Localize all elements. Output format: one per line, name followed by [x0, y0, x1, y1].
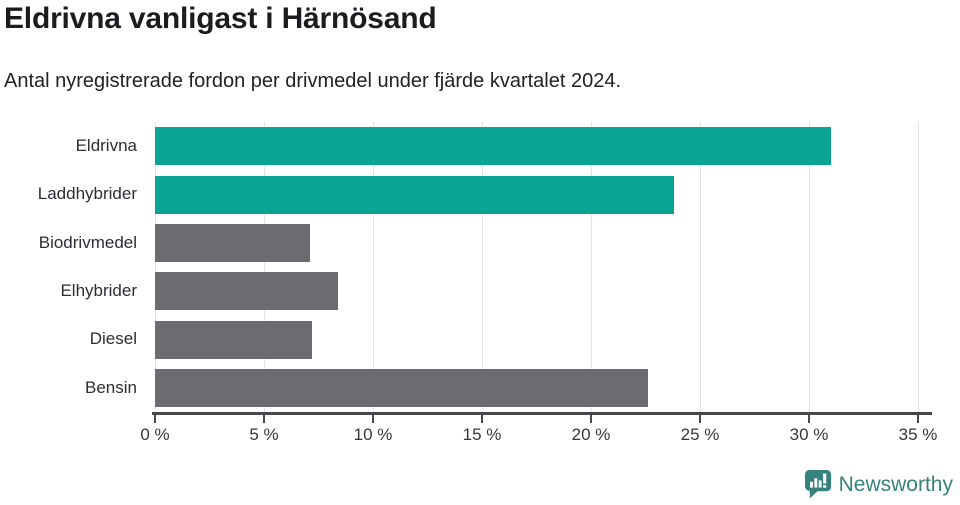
- chart-subtitle: Antal nyregistrerade fordon per drivmede…: [4, 70, 622, 92]
- x-axis-tick-label: 25 %: [680, 425, 720, 444]
- x-axis-tick: [699, 415, 701, 423]
- chart-title: Eldrivna vanligast i Härnösand: [4, 2, 437, 35]
- x-axis-tick: [263, 415, 265, 423]
- gridline-0%: [154, 122, 156, 412]
- gridline-10%: [372, 122, 374, 412]
- category-label-laddhybrider: Laddhybrider: [37, 184, 137, 204]
- category-label-bensin: Bensin: [85, 377, 137, 397]
- category-label-biodrivmedel: Biodrivmedel: [38, 232, 137, 252]
- gridline-30%: [808, 122, 810, 412]
- bar-laddhybrider: [155, 175, 674, 214]
- gridline-35%: [917, 122, 919, 412]
- bar-bensin: [155, 368, 648, 407]
- x-axis-tick: [590, 415, 592, 423]
- bar-chart-plot-area: 0 % 5 % 10 % 15 % 20 % 25 % 30 % 35 % Eldrivna La…: [38, 122, 937, 444]
- x-axis-tick-label: 35 %: [898, 425, 938, 444]
- x-axis-tick-label: 5 %: [249, 425, 279, 444]
- newsworthy-logo-icon: [804, 470, 832, 499]
- x-axis-tick-label: 30 %: [789, 425, 829, 444]
- x-axis-tick-label: 10 %: [353, 425, 393, 444]
- gridline-20%: [590, 122, 592, 412]
- x-axis-tick: [808, 415, 810, 423]
- gridline-15%: [481, 122, 483, 412]
- x-axis-tick-label: 20 %: [571, 425, 611, 444]
- gridline-5%: [263, 122, 265, 412]
- bar-diesel: [155, 320, 312, 359]
- x-axis-line: [152, 412, 932, 415]
- x-axis-tick: [154, 415, 156, 423]
- x-axis-tick: [372, 415, 374, 423]
- bar-eldrivna: [155, 127, 831, 166]
- x-axis-tick-label: 15 %: [462, 425, 502, 444]
- brand-name: Newsworthy: [838, 472, 953, 496]
- gridline-25%: [699, 122, 701, 412]
- bar-elhybrider: [155, 272, 339, 311]
- category-label-eldrivna: Eldrivna: [75, 136, 137, 156]
- x-axis-tick: [481, 415, 483, 423]
- x-axis-tick-label: 0 %: [140, 425, 170, 444]
- category-label-diesel: Diesel: [89, 329, 137, 349]
- x-axis-tick: [917, 415, 919, 423]
- category-label-elhybrider: Elhybrider: [60, 281, 137, 301]
- brand-footer: Newsworthy: [804, 470, 953, 499]
- bar-biodrivmedel: [155, 223, 310, 262]
